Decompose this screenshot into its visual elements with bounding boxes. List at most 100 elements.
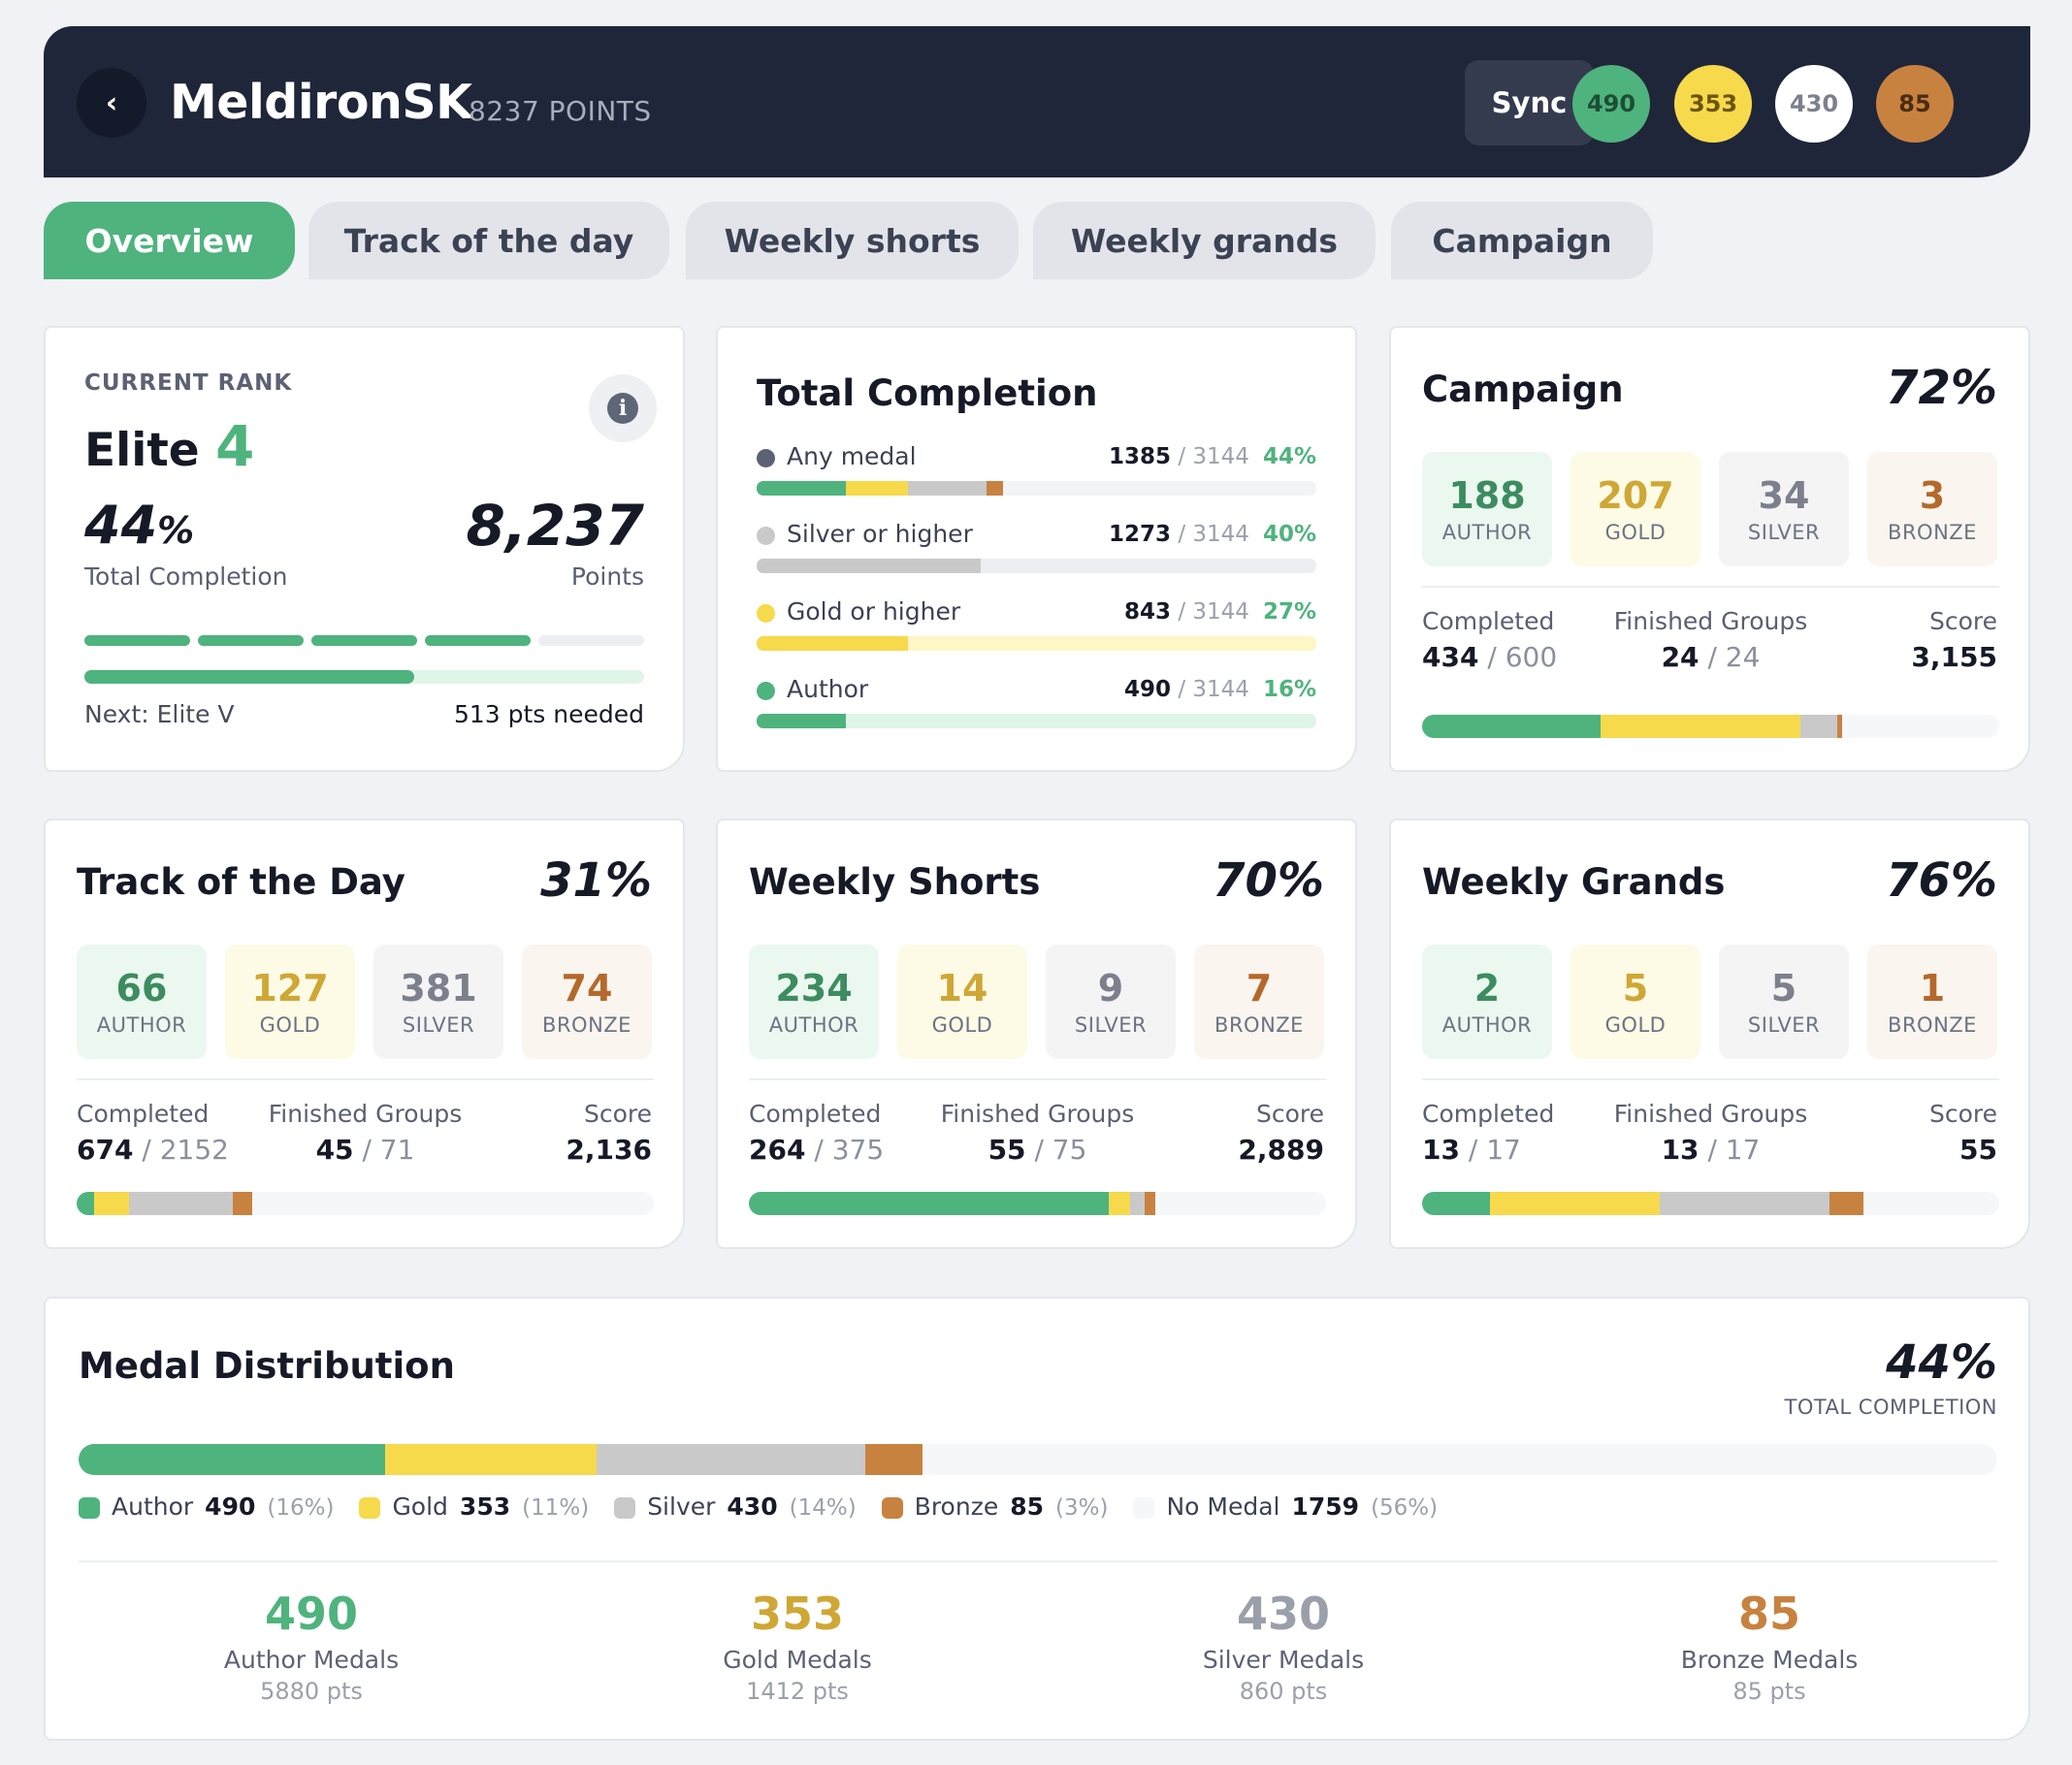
tab-weekly-grands[interactable]: Weekly grands — [1033, 202, 1376, 279]
shorts-score: Score 2,889 — [1238, 1100, 1324, 1166]
silver-label: SILVER — [1747, 1013, 1821, 1037]
legend-name: Gold — [392, 1492, 448, 1521]
row-percent: 40% — [1262, 522, 1316, 547]
row-total: 3144 — [1192, 677, 1249, 702]
totd-title: Track of the Day — [77, 861, 405, 903]
completed-label: Completed — [1422, 607, 1555, 635]
gold-medal-count: 353 — [1674, 65, 1752, 143]
bronze-medal-box: 3 BRONZE — [1867, 452, 1997, 566]
silver-medal-box: 9 SILVER — [1046, 945, 1176, 1059]
row-label-text: Any medal — [787, 442, 917, 470]
row-total: 3144 — [1192, 599, 1249, 625]
author-medal-count: 490 — [1572, 65, 1650, 143]
author-count: 66 — [115, 967, 168, 1010]
author-label: AUTHOR — [1441, 1013, 1533, 1037]
next-rank-progress — [84, 670, 644, 684]
rank-tier-segment — [198, 635, 304, 646]
gold-count: 207 — [1597, 474, 1674, 517]
completed-total: 375 — [831, 1134, 885, 1166]
campaign-finished-groups: Finished Groups 24 / 24 — [1568, 607, 1854, 673]
rank-tier-segment — [84, 635, 190, 646]
row-percent: 16% — [1262, 677, 1316, 702]
legend-count: 1759 — [1291, 1492, 1360, 1521]
completed-total: 600 — [1505, 641, 1558, 673]
slash: / — [1025, 1134, 1052, 1166]
divider — [749, 1078, 1326, 1080]
grands-completed: Completed 13 / 17 — [1422, 1100, 1554, 1166]
distribution-bar — [79, 1444, 1997, 1475]
distribution-percent-label: TOTAL COMPLETION — [1784, 1396, 1997, 1419]
gold-or-higher-row-label: Gold or higher — [757, 597, 960, 626]
slash: / — [353, 1134, 380, 1166]
campaign-completed: Completed 434 / 600 — [1422, 607, 1557, 673]
points-caption: Points — [570, 562, 644, 591]
legend-swatch — [881, 1497, 903, 1519]
shorts-progress-segment — [1130, 1192, 1145, 1215]
info-button[interactable]: i — [589, 374, 657, 442]
back-button[interactable]: ‹ — [77, 68, 146, 138]
completion-unit: % — [157, 509, 195, 552]
finished-groups-label: Finished Groups — [1613, 607, 1808, 635]
rank-tier-segment — [425, 635, 531, 646]
completed-count: 674 — [77, 1134, 134, 1166]
slash: / — [1699, 641, 1726, 673]
slash: / — [1699, 1134, 1726, 1166]
gold-count: 127 — [251, 967, 329, 1010]
any-medal-bar-segment — [986, 481, 1003, 496]
score-count: 55 — [1959, 1134, 1997, 1166]
slash: / — [805, 1134, 832, 1166]
distribution-title: Medal Distribution — [79, 1345, 455, 1387]
score-count: 2,136 — [566, 1134, 652, 1166]
shorts-progress-segment — [1109, 1192, 1131, 1215]
legend-dot — [757, 526, 775, 545]
finished-groups-total: 24 — [1725, 641, 1761, 673]
tab-weekly-shorts[interactable]: Weekly shorts — [686, 202, 1019, 279]
totd-card: Track of the Day 31% 66 AUTHOR 127 GOLD 381 SIL… — [44, 818, 685, 1249]
finished-groups-count: 55 — [987, 1134, 1026, 1166]
completed-label: Completed — [77, 1100, 210, 1128]
completion-label: Total Completion — [84, 562, 288, 591]
grands-score: Score 55 — [1929, 1100, 1997, 1166]
author-medal-box: 2 AUTHOR — [1422, 945, 1552, 1059]
finished-groups-total: 71 — [379, 1134, 415, 1166]
legend-item-no-medal: No Medal 1759 (56%) — [1133, 1492, 1438, 1521]
stat-value: 353 — [750, 1588, 845, 1640]
sync-button[interactable]: Sync — [1465, 60, 1594, 145]
completion-percent: 44% — [84, 495, 194, 556]
row-label-text: Author — [787, 675, 869, 703]
rank-level: 4 — [215, 413, 255, 479]
totd-medal-boxes: 66 AUTHOR 127 GOLD 381 SILVER 74 BRONZE — [77, 945, 654, 1059]
author-medal-box: 188 AUTHOR — [1422, 452, 1552, 566]
score-value: 55 — [1929, 1134, 1997, 1166]
grands-medal-boxes: 2 AUTHOR 5 GOLD 5 SILVER 1 BRONZE — [1422, 945, 1999, 1059]
bronze-medal-box: 7 BRONZE — [1194, 945, 1324, 1059]
campaign-progress-segment — [1601, 715, 1800, 738]
legend-dot — [757, 603, 775, 623]
slash: / — [1171, 522, 1193, 547]
campaign-progress-segment — [1422, 715, 1602, 738]
row-count: 843 — [1124, 599, 1172, 625]
finished-groups-value: 55 / 75 — [894, 1134, 1181, 1166]
legend-dot — [757, 448, 775, 467]
divider — [79, 1560, 1997, 1562]
distribution-segment — [864, 1444, 923, 1475]
current-rank-card: CURRENT RANK i Elite 4 44% Total Complet… — [44, 326, 685, 772]
finished-groups-label: Finished Groups — [1613, 1100, 1808, 1128]
legend-name: Silver — [647, 1492, 716, 1521]
totd-progress-segment — [128, 1192, 233, 1215]
silver-label: SILVER — [402, 1013, 475, 1037]
legend-count: 353 — [459, 1492, 511, 1521]
totd-finished-groups: Finished Groups 45 / 71 — [222, 1100, 508, 1166]
gold-label: GOLD — [259, 1013, 321, 1037]
slash: / — [1478, 641, 1505, 673]
tab-track-of-the-day[interactable]: Track of the day — [308, 202, 669, 279]
distribution-stat-bronze-medals: 85 Bronze Medals 85 pts — [1537, 1588, 2002, 1705]
bronze-count: 74 — [561, 967, 613, 1010]
tab-campaign[interactable]: Campaign — [1391, 202, 1653, 279]
shorts-percent: 70% — [1213, 853, 1324, 908]
score-value: 3,155 — [1911, 641, 1997, 673]
legend-item-bronze: Bronze 85 (3%) — [881, 1492, 1108, 1521]
author-label: AUTHOR — [96, 1013, 187, 1037]
tab-overview[interactable]: Overview — [44, 202, 295, 279]
author-row-value: 490 / 3144 16% — [1124, 677, 1316, 702]
